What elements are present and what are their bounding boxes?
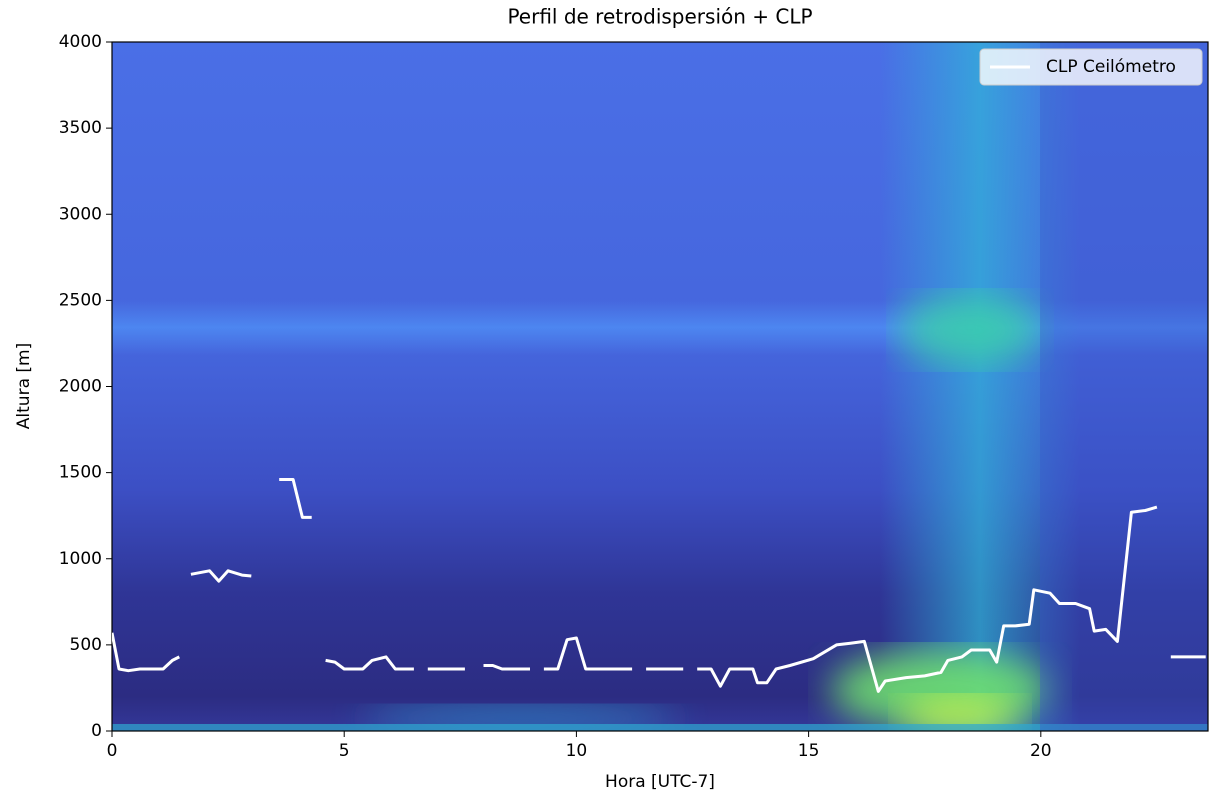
y-tick-label: 2000 xyxy=(59,377,102,397)
y-tick-label: 1500 xyxy=(59,463,102,483)
y-tick-label: 1000 xyxy=(59,549,102,569)
y-tick-label: 4000 xyxy=(59,32,102,52)
x-tick-label: 0 xyxy=(107,741,118,761)
y-axis-label: Altura [m] xyxy=(14,343,34,429)
x-tick-label: 15 xyxy=(798,741,820,761)
y-tick-label: 0 xyxy=(91,721,102,741)
y-tick-label: 3000 xyxy=(59,204,102,224)
chart-title: Perfil de retrodispersión + CLP xyxy=(507,5,812,29)
legend-box xyxy=(979,48,1203,86)
x-tick-label: 5 xyxy=(339,741,350,761)
y-tick-label: 500 xyxy=(70,635,102,655)
line xyxy=(112,478,1206,693)
y-tick-label: 3500 xyxy=(59,118,102,138)
y-tick-label: 2500 xyxy=(59,290,102,310)
backscatter-heatmap xyxy=(112,42,1208,731)
x-tick-label: 20 xyxy=(1030,741,1052,761)
legend-label: CLP Ceilómetro xyxy=(1046,57,1176,77)
x-axis-label: Hora [UTC-7] xyxy=(605,772,715,792)
x-tick-label: 10 xyxy=(566,741,588,761)
